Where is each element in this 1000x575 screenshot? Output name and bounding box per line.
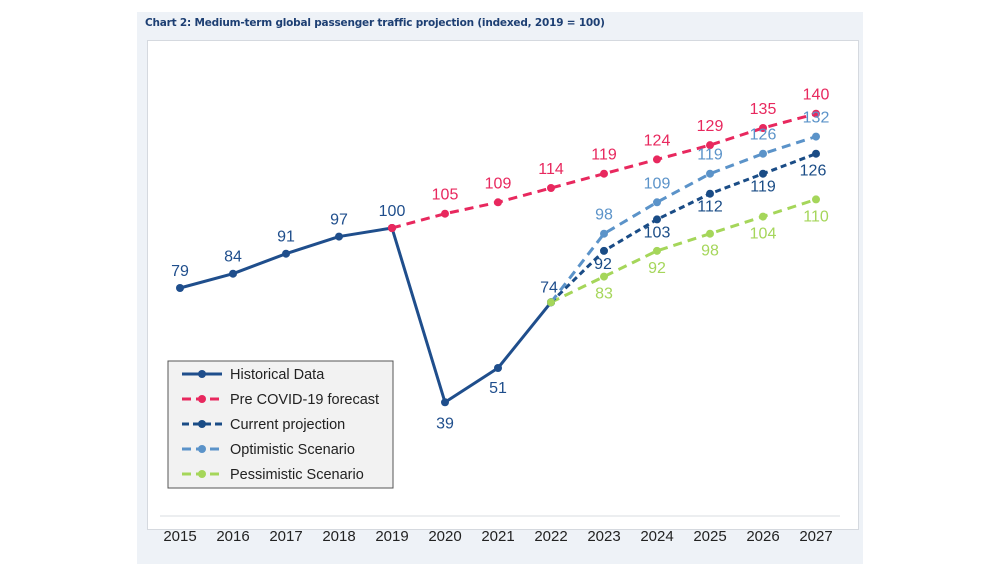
legend-swatch-marker — [198, 395, 206, 403]
legend-label: Pessimistic Scenario — [230, 467, 364, 483]
data-point — [759, 124, 767, 132]
legend-label: Pre COVID-19 forecast — [230, 392, 379, 408]
series-line-optimistic-scenario — [549, 135, 817, 304]
data-point — [282, 249, 290, 258]
x-tick-label: 2023 — [587, 528, 620, 545]
data-label: 119 — [750, 179, 776, 196]
series-line-current-projection — [549, 152, 817, 304]
data-label: 39 — [436, 415, 454, 432]
data-point — [441, 209, 449, 218]
data-label: 103 — [644, 224, 671, 241]
legend-swatch-marker — [198, 370, 206, 378]
data-point — [494, 198, 502, 207]
data-label: 109 — [485, 175, 512, 192]
x-tick-label: 2018 — [322, 528, 355, 545]
x-tick-label: 2020 — [428, 528, 461, 545]
legend-swatch-marker — [198, 420, 206, 428]
data-label: 104 — [750, 226, 777, 243]
series-line-pessimistic-scenario — [550, 198, 817, 304]
x-tick-label: 2016 — [216, 528, 249, 545]
data-label: 129 — [697, 118, 724, 135]
data-label: 92 — [594, 256, 612, 273]
data-label: 110 — [803, 208, 829, 225]
data-point — [653, 246, 661, 255]
data-label: 98 — [595, 207, 613, 224]
data-label: 119 — [697, 147, 723, 164]
data-point — [812, 132, 820, 141]
data-point — [176, 284, 184, 292]
x-tick-label: 2021 — [481, 528, 514, 545]
data-point — [547, 298, 555, 307]
data-label: 126 — [750, 127, 777, 144]
x-tick-label: 2017 — [269, 528, 302, 545]
x-tick-label: 2026 — [746, 528, 779, 545]
data-point — [759, 149, 767, 158]
legend-label: Current projection — [230, 417, 345, 433]
x-tick-label: 2024 — [640, 528, 673, 545]
data-point — [388, 224, 396, 232]
data-point — [812, 149, 820, 158]
legend-label: Historical Data — [230, 367, 325, 383]
data-label: 135 — [750, 101, 777, 118]
data-label: 84 — [224, 249, 242, 266]
x-tick-label: 2025 — [693, 528, 726, 545]
data-point — [335, 232, 343, 241]
data-label: 109 — [644, 175, 671, 192]
x-tick-label: 2019 — [375, 528, 408, 545]
data-point — [759, 212, 767, 221]
data-label: 126 — [800, 163, 827, 180]
data-point — [706, 141, 714, 150]
data-point — [600, 272, 608, 281]
legend-swatch-marker — [198, 445, 206, 453]
data-point — [706, 229, 714, 238]
data-label: 92 — [648, 260, 666, 277]
data-label: 79 — [171, 263, 189, 280]
data-point — [653, 155, 661, 164]
data-point — [706, 169, 714, 178]
data-point — [653, 198, 661, 207]
legend-swatch-marker — [198, 470, 206, 478]
legend-label: Optimistic Scenario — [230, 442, 355, 458]
data-point — [653, 215, 661, 224]
data-label: 132 — [803, 110, 830, 127]
data-label: 112 — [697, 199, 723, 216]
data-point — [229, 269, 237, 278]
data-label: 83 — [595, 286, 613, 303]
data-point — [494, 364, 502, 372]
data-point — [812, 109, 820, 118]
data-point — [759, 169, 767, 178]
data-point — [600, 246, 608, 255]
data-point — [547, 184, 555, 192]
data-label: 119 — [591, 147, 617, 164]
data-label: 140 — [803, 87, 830, 104]
data-point — [441, 398, 449, 407]
data-label: 97 — [330, 212, 348, 229]
data-point — [812, 195, 820, 204]
series-line-historical-data — [179, 226, 553, 404]
data-label: 105 — [432, 187, 459, 204]
data-point — [600, 229, 608, 238]
data-point — [600, 169, 608, 178]
chart-title: Chart 2: Medium-term global passenger tr… — [145, 17, 605, 29]
data-label: 51 — [489, 380, 507, 397]
data-label: 100 — [379, 203, 406, 220]
data-label: 114 — [538, 161, 564, 178]
data-label: 74 — [540, 279, 558, 296]
x-tick-label: 2027 — [799, 528, 832, 545]
data-point — [706, 189, 714, 198]
data-label: 91 — [277, 229, 295, 246]
x-tick-label: 2015 — [163, 528, 196, 545]
x-tick-label: 2022 — [534, 528, 567, 545]
data-label: 98 — [701, 243, 719, 260]
data-label: 124 — [644, 132, 671, 149]
